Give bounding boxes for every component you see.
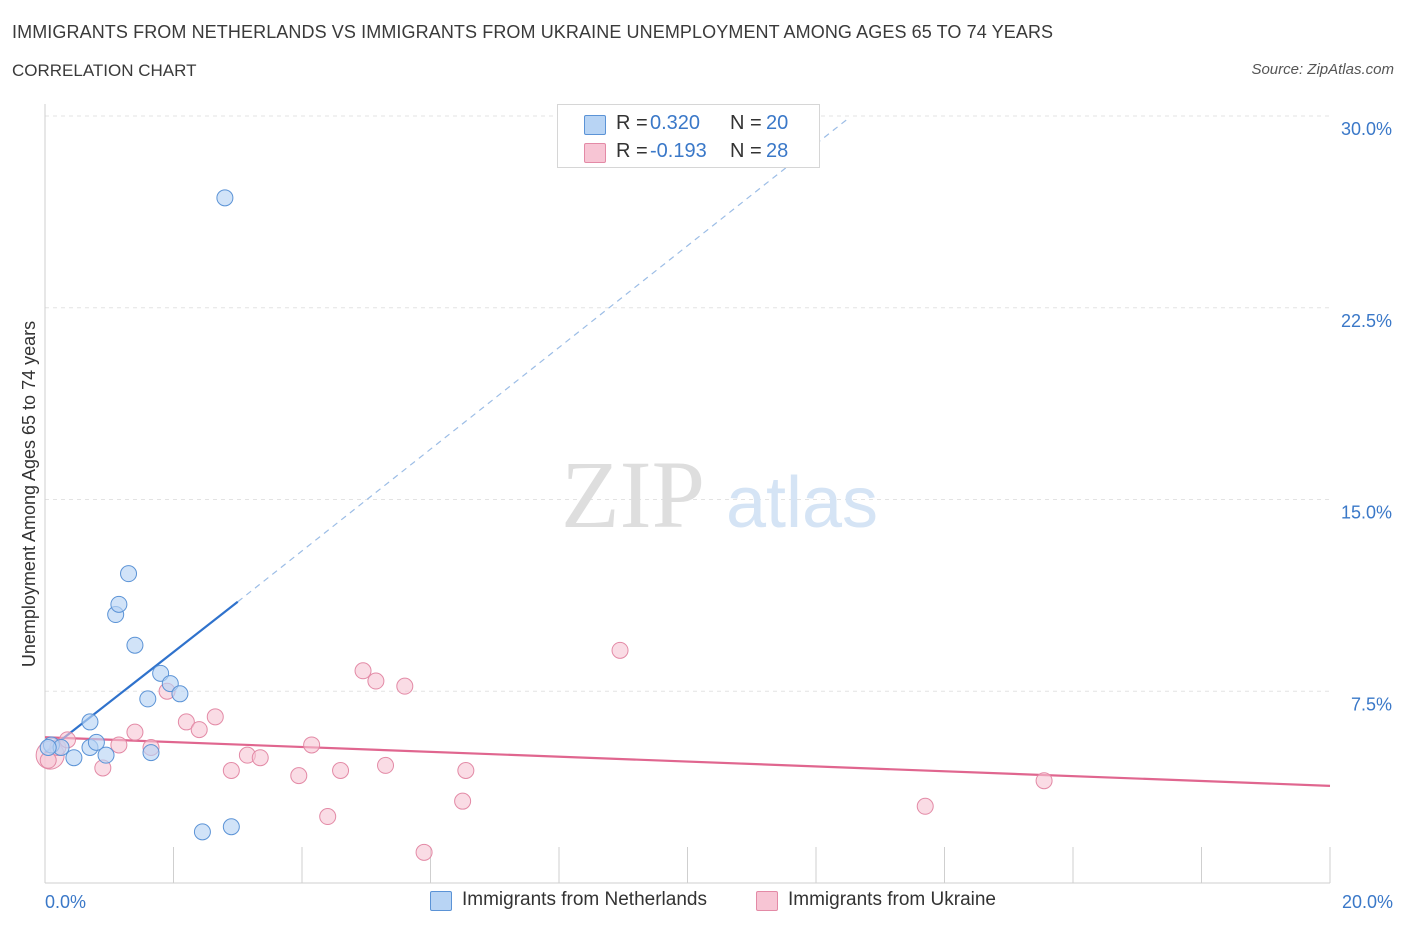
- legend-n-value: 20: [766, 112, 789, 134]
- ukraine-point: [377, 756, 395, 774]
- netherlands-trend-line: [44, 600, 239, 754]
- trend-layer: [44, 118, 1331, 787]
- ukraine-swatch: [584, 143, 606, 163]
- ukraine-trend-line: [44, 736, 1331, 787]
- legend-n-label: N =: [730, 112, 762, 134]
- points-layer: [35, 189, 1053, 861]
- netherlands-point: [126, 636, 144, 654]
- x-tick-label: 20.0%: [1342, 892, 1393, 912]
- netherlands-point: [193, 823, 211, 841]
- netherlands-trend-extension: [237, 118, 849, 603]
- y-tick-label: 7.5%: [1351, 694, 1392, 714]
- netherlands-point: [87, 733, 105, 751]
- legend-n-value: 28: [766, 140, 789, 162]
- ukraine-swatch: [756, 891, 778, 911]
- ukraine-point: [177, 713, 195, 731]
- netherlands-point: [139, 690, 157, 708]
- ukraine-point: [454, 792, 472, 810]
- y-tick-label: 30.0%: [1341, 119, 1392, 139]
- netherlands-point: [97, 746, 115, 764]
- ukraine-point: [290, 767, 308, 785]
- legend-r-label: R =: [616, 140, 648, 162]
- ukraine-point: [190, 721, 208, 739]
- grid-layer: [45, 115, 1330, 692]
- y-tick-label: 15.0%: [1341, 503, 1392, 523]
- ukraine-point: [319, 808, 337, 826]
- ukraine-point: [332, 762, 350, 780]
- netherlands-point: [142, 744, 160, 762]
- tick-labels: 7.5% 15.0% 22.5% 30.0% 0.0% 20.0%: [45, 119, 1393, 912]
- legend-r-label: R =: [616, 112, 648, 134]
- bottom-legend-label: Immigrants from Netherlands: [462, 889, 707, 910]
- ukraine-point: [303, 736, 321, 754]
- ukraine-point: [222, 762, 240, 780]
- y-tick-label: 22.5%: [1341, 311, 1392, 331]
- netherlands-swatch: [584, 115, 606, 135]
- netherlands-point: [39, 738, 57, 756]
- ukraine-point: [206, 708, 224, 726]
- watermark-zip: ZIP: [561, 441, 705, 548]
- legend-r-value: 0.320: [650, 112, 701, 134]
- netherlands-swatch: [430, 891, 452, 911]
- ukraine-point: [1035, 772, 1053, 790]
- source-credit: Source: ZipAtlas.com: [1251, 61, 1394, 78]
- legend-row-ukraine: R = -0.193 N = 28: [558, 139, 819, 165]
- chart-title: IMMIGRANTS FROM NETHERLANDS VS IMMIGRANT…: [12, 22, 1054, 42]
- legend-n-label: N =: [730, 140, 762, 162]
- netherlands-point: [216, 189, 234, 207]
- ukraine-point: [354, 662, 372, 680]
- netherlands-point: [171, 685, 189, 703]
- y-axis-label: Unemployment Among Ages 65 to 74 years: [19, 321, 39, 667]
- bottom-legend-label: Immigrants from Ukraine: [788, 889, 996, 910]
- ukraine-point: [611, 641, 629, 659]
- correlation-legend: R = 0.320 N = 20 R = -0.193 N = 28: [557, 104, 820, 168]
- watermark: ZIP atlas: [561, 441, 878, 548]
- netherlands-point: [81, 713, 99, 731]
- chart-subtitle: CORRELATION CHART: [12, 61, 197, 80]
- legend-row-netherlands: R = 0.320 N = 20: [558, 111, 819, 137]
- netherlands-point: [222, 818, 240, 836]
- ukraine-point: [457, 762, 475, 780]
- watermark-atlas: atlas: [726, 463, 878, 543]
- netherlands-point: [65, 749, 83, 767]
- ukraine-point: [415, 843, 433, 861]
- netherlands-point: [110, 595, 128, 613]
- ukraine-point: [110, 736, 128, 754]
- legend-r-value: -0.193: [650, 140, 707, 162]
- ukraine-point: [396, 677, 414, 695]
- ukraine-point: [126, 723, 144, 741]
- ukraine-point: [367, 672, 385, 690]
- ukraine-point: [251, 749, 269, 767]
- ukraine-point: [916, 797, 934, 815]
- x-tick-label: 0.0%: [45, 892, 86, 912]
- netherlands-point: [120, 565, 138, 583]
